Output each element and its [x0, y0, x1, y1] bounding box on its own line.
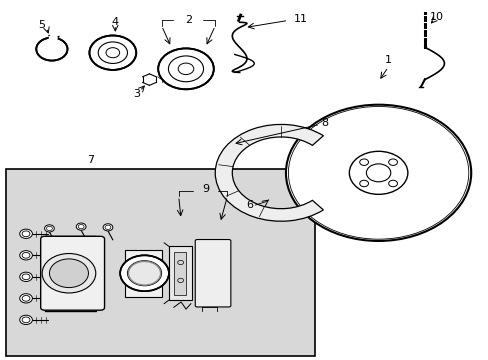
Circle shape: [20, 272, 32, 282]
Text: 7: 7: [87, 155, 94, 165]
FancyBboxPatch shape: [41, 236, 104, 310]
Bar: [5, 169, 315, 356]
Bar: [168, 246, 192, 300]
Text: 3: 3: [132, 89, 140, 99]
Circle shape: [20, 315, 32, 324]
Text: 11: 11: [293, 14, 307, 24]
Text: 6: 6: [245, 200, 252, 210]
Text: 10: 10: [429, 12, 443, 22]
Circle shape: [36, 38, 67, 60]
Circle shape: [44, 225, 54, 232]
Circle shape: [20, 229, 32, 238]
Circle shape: [128, 261, 160, 285]
Wedge shape: [215, 125, 323, 221]
Text: 4: 4: [111, 17, 119, 27]
Text: 9: 9: [202, 184, 209, 194]
Text: 8: 8: [321, 118, 328, 128]
Circle shape: [103, 224, 113, 231]
Bar: [173, 252, 185, 295]
Text: 5: 5: [39, 20, 45, 30]
Circle shape: [20, 251, 32, 260]
Circle shape: [76, 223, 86, 230]
Text: 1: 1: [384, 55, 391, 65]
Circle shape: [158, 48, 213, 89]
Circle shape: [42, 253, 96, 293]
Circle shape: [89, 36, 136, 70]
Text: 2: 2: [184, 15, 192, 26]
FancyBboxPatch shape: [195, 239, 230, 307]
Circle shape: [120, 255, 168, 291]
Circle shape: [20, 294, 32, 303]
Circle shape: [49, 259, 88, 288]
Bar: [125, 250, 161, 297]
Circle shape: [285, 105, 470, 241]
